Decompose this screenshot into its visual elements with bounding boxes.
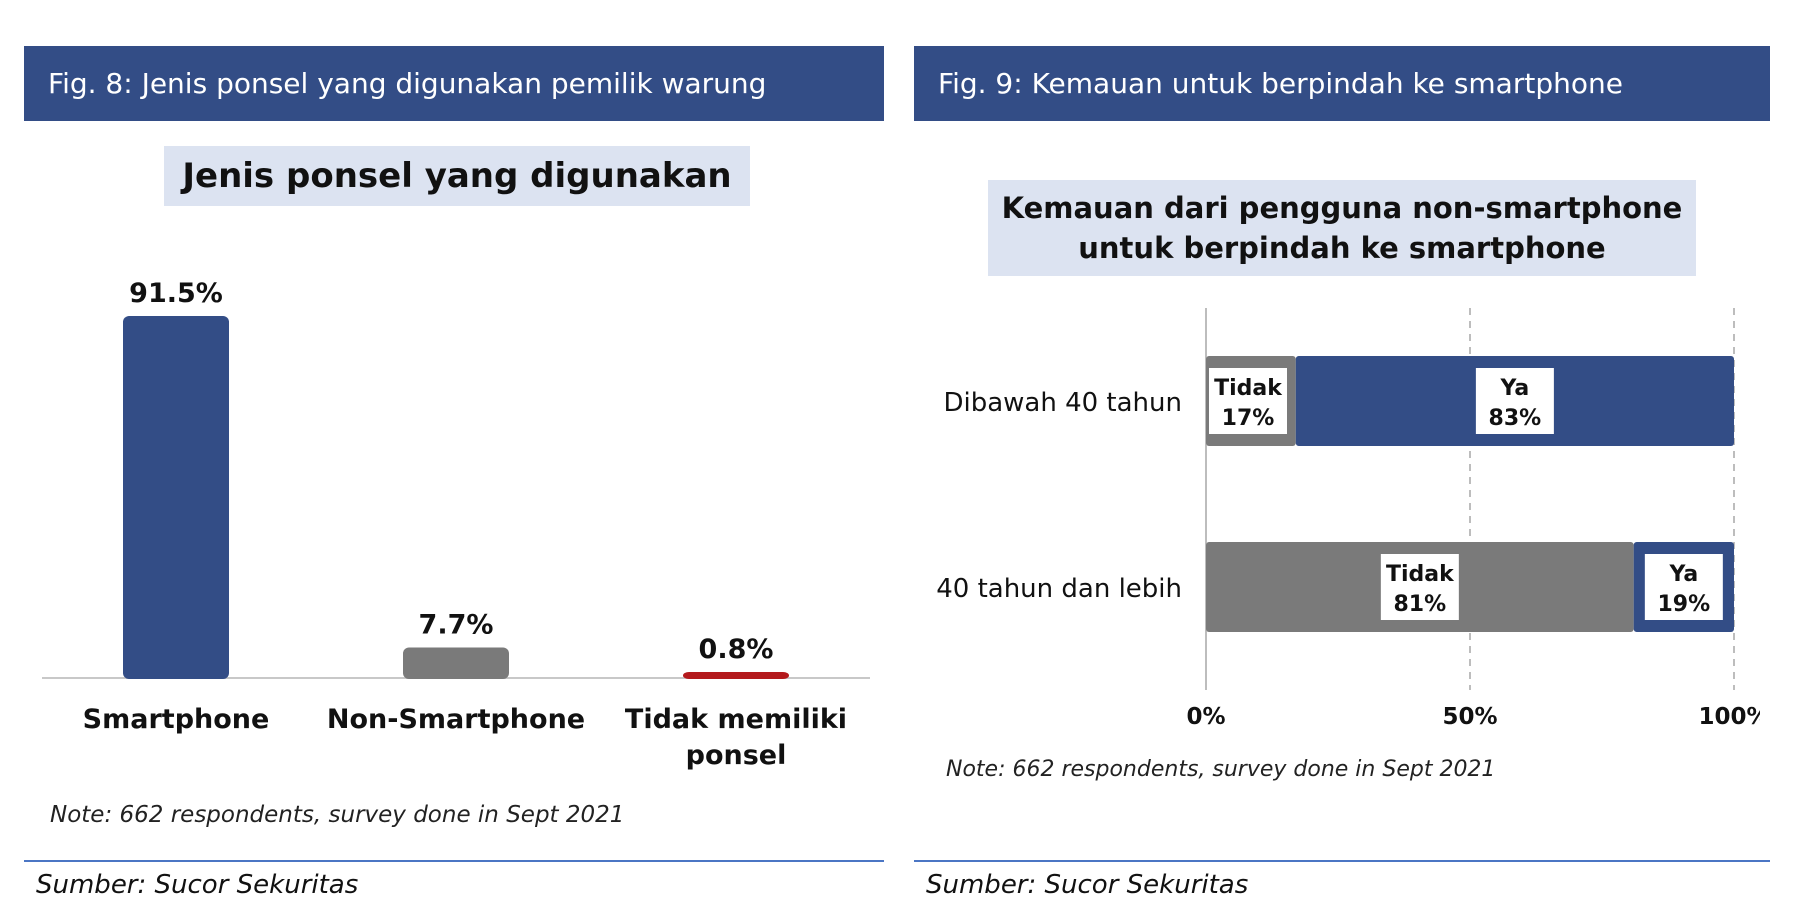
chart-8-plot: 91.5% 7.7% 0.8% Smartphone Non-Smartphone Tid… [42,278,870,771]
category-label: 40 tahun dan lebih [936,574,1182,604]
bar-smartphone [123,316,229,679]
data-label: 91.5% [129,278,223,309]
data-label-box [1209,368,1287,434]
series-label: Ya [1668,562,1698,587]
figure-8-note: Note: 662 respondents, survey done in Se… [50,802,625,828]
bar-non-smartphone [403,647,509,679]
data-label: 7.7% [419,610,494,641]
series-label: Tidak [1214,376,1283,401]
category-label: ponsel [686,740,787,771]
data-label-box [1380,554,1459,620]
figure-9-header: Fig. 9: Kemauan untuk berpindah ke smart… [914,46,1770,121]
category-label: Non-Smartphone [327,704,585,735]
x-tick-label: 50% [1442,704,1497,730]
category-label: Tidak memiliki [625,704,847,735]
data-label-box [1644,554,1723,620]
figure-9-panel: Fig. 9: Kemauan untuk berpindah ke smart… [890,0,1770,924]
data-label: 83% [1489,406,1542,431]
category-label: Dibawah 40 tahun [943,388,1182,418]
series-label: Ya [1499,376,1529,401]
chart-9-title: Kemauan dari pengguna non-smartphone unt… [988,180,1696,276]
x-tick-label: 0% [1186,704,1225,730]
chart-9-title-line-2: untuk berpindah ke smartphone [1078,231,1606,265]
figure-9-source: Sumber: Sucor Sekuritas [926,870,1249,900]
data-label: 0.8% [699,634,774,665]
data-label-box [1475,368,1554,434]
chart-9-plot: Dibawah 40 tahun Tidak 17% Ya 83% 40 tahun da… [936,308,1760,730]
figure-9-note: Note: 662 respondents, survey done in Se… [946,757,1496,782]
figure-8-panel: Fig. 8: Jenis ponsel yang digunakan pemi… [0,0,884,924]
figure-8-header: Fig. 8: Jenis ponsel yang digunakan pemi… [24,46,884,121]
series-label: Tidak [1386,562,1455,587]
bar-tidak-memiliki-ponsel [683,672,789,679]
category-label: Smartphone [83,704,270,735]
data-label: 19% [1658,592,1711,617]
figure-9-divider [914,860,1770,862]
data-label: 17% [1222,406,1275,431]
data-label: 81% [1394,592,1447,617]
figure-8-source: Sumber: Sucor Sekuritas [36,870,359,900]
chart-8-title: Jenis ponsel yang digunakan [164,146,750,206]
x-tick-label: 100% [1698,704,1760,730]
figure-8-divider [24,860,884,862]
chart-9-title-line-1: Kemauan dari pengguna non-smartphone [1001,191,1683,225]
